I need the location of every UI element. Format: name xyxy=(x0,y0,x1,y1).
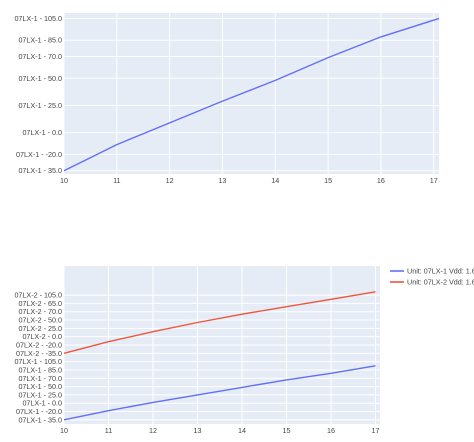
y-tick-label-bottom: 07LX-1 - 105.0 xyxy=(14,357,62,366)
x-tick-label-bottom: 14 xyxy=(238,426,246,435)
y-tick-label-top: 07LX-1 - 25.0 xyxy=(18,101,62,110)
y-tick-label-bottom: 07LX-2 - 25.0 xyxy=(18,324,62,333)
x-tick-label-top: 12 xyxy=(166,176,174,185)
y-tick-label-bottom: 07LX-2 - 50.0 xyxy=(18,316,62,325)
y-tick-label-top: 07LX-1 - 0.0 xyxy=(22,128,62,137)
y-tick-label-bottom: 07LX-2 - 65.0 xyxy=(18,299,62,308)
y-tick-label-top: 07LX-1 - 50.0 xyxy=(18,74,62,83)
series-line-bottom-1 xyxy=(63,291,376,354)
y-tick-label-top: 07LX-1 - 105.0 xyxy=(14,14,62,23)
plot-area-top xyxy=(64,13,439,174)
x-tick-label-top: 17 xyxy=(430,176,438,185)
legend-entry-1[interactable]: Unit: 07LX-2 Vdd: 1.6 xyxy=(407,278,474,287)
y-tick-label-top: 07LX-1 - 85.0 xyxy=(18,36,62,45)
y-tick-label-bottom: 07LX-2 - 70.0 xyxy=(18,307,62,316)
x-tick-label-bottom: 17 xyxy=(372,426,380,435)
y-tick-label-bottom: 07LX-1 - 25.0 xyxy=(18,390,62,399)
series-line-top-0 xyxy=(63,17,440,172)
x-tick-label-bottom: 15 xyxy=(283,426,291,435)
y-tick-label-bottom: 07LX-2 - 0.0 xyxy=(22,332,62,341)
x-tick-label-bottom: 16 xyxy=(327,426,335,435)
x-tick-label-top: 16 xyxy=(377,176,385,185)
x-tick-label-bottom: 10 xyxy=(60,426,68,435)
y-tick-label-top: 07LX-1 - -20.0 xyxy=(16,150,62,159)
x-tick-label-bottom: 13 xyxy=(194,426,202,435)
legend-entry-0[interactable]: Unit: 07LX-1 Vdd: 1.6 xyxy=(407,267,474,276)
y-tick-label-bottom: 07LX-1 - 85.0 xyxy=(18,365,62,374)
x-tick-label-bottom: 12 xyxy=(149,426,157,435)
y-tick-label-bottom: 07LX-1 - 50.0 xyxy=(18,382,62,391)
legend: Unit: 07LX-1 Vdd: 1.6 Unit: 07LX-2 Vdd: 1… xyxy=(390,267,474,287)
chart-top: 10 11 12 13 14 15 16 17 07LX-1 - 35.0 07LX-1 - -2… xyxy=(14,13,440,185)
x-tick-label-bottom: 11 xyxy=(105,426,112,435)
y-tick-label-bottom: 07LX-2 - -35.0 xyxy=(16,349,62,358)
x-tick-label-top: 15 xyxy=(324,176,332,185)
y-tick-label-top: 07LX-1 - 35.0 xyxy=(18,166,62,175)
x-tick-label-top: 13 xyxy=(218,176,226,185)
y-tick-label-bottom: 07LX-2 - 105.0 xyxy=(14,291,62,300)
series-line-bottom-0 xyxy=(63,365,376,421)
y-tick-label-bottom: 07LX-1 - 0.0 xyxy=(22,399,62,408)
y-tick-label-bottom: 07LX-1 - 70.0 xyxy=(18,374,62,383)
y-tick-label-bottom: 07LX-1 - -20.0 xyxy=(16,407,62,416)
y-tick-label-top: 07LX-1 - 70.0 xyxy=(18,52,62,61)
x-tick-label-top: 10 xyxy=(60,176,68,185)
y-tick-label-bottom: 07LX-2 - -20.0 xyxy=(16,341,62,350)
x-tick-label-top: 14 xyxy=(271,176,279,185)
x-tick-label-top: 11 xyxy=(113,176,120,185)
y-tick-label-bottom: 07LX-1 - 35.0 xyxy=(18,415,62,424)
